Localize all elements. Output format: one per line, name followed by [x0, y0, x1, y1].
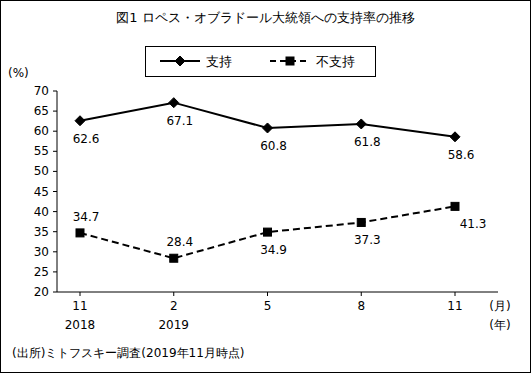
data-label: 37.3 — [354, 233, 381, 247]
y-tick-label: 45 — [34, 185, 49, 199]
data-label: 34.9 — [260, 243, 287, 257]
y-tick-label: 55 — [34, 144, 49, 158]
x-year-label: 2019 — [158, 318, 189, 332]
marker — [450, 132, 460, 142]
y-tick-label: 20 — [34, 285, 49, 299]
y-tick-label: 25 — [34, 265, 49, 279]
marker — [263, 123, 273, 133]
y-tick-label: 50 — [34, 164, 49, 178]
y-tick — [53, 111, 57, 112]
marker — [451, 202, 459, 210]
source-note: (出所)ミトフスキー調査(2019年11月時点) — [12, 346, 245, 360]
y-tick-label: 40 — [34, 205, 49, 219]
marker — [76, 229, 84, 237]
y-tick-label: 35 — [34, 225, 49, 239]
legend-box — [146, 47, 376, 77]
data-label: 62.6 — [73, 132, 100, 146]
year-axis-label: (年) — [489, 318, 510, 332]
x-tick — [361, 292, 362, 296]
x-axis-label: (月) — [489, 299, 510, 313]
y-tick-label: 70 — [34, 84, 49, 98]
y-tick — [53, 251, 57, 252]
data-label: 67.1 — [166, 114, 193, 128]
plot-area — [75, 98, 460, 263]
marker — [356, 119, 366, 129]
data-label: 61.8 — [354, 135, 381, 149]
data-label: 58.6 — [448, 148, 475, 162]
series-line — [80, 206, 455, 258]
x-tick — [455, 292, 456, 296]
x-tick — [267, 292, 268, 296]
x-tick-label: 5 — [264, 299, 272, 313]
x-year-label: 2018 — [65, 318, 96, 332]
y-tick-label: 30 — [34, 245, 49, 259]
marker — [286, 57, 294, 65]
chart: 図1 ロペス・オブラドール大統領への支持率の推移支持不支持(%)20253035… — [0, 0, 531, 373]
marker — [75, 116, 85, 126]
data-label: 28.4 — [166, 235, 193, 249]
marker — [169, 98, 179, 108]
marker — [264, 228, 272, 236]
y-tick — [53, 151, 57, 152]
y-tick-label: 65 — [34, 104, 49, 118]
title: 図1 ロペス・オブラドール大統領への支持率の推移 — [116, 10, 414, 25]
chart-border — [1, 1, 531, 373]
x-tick-label: 11 — [447, 299, 462, 313]
y-tick — [53, 171, 57, 172]
marker — [175, 56, 185, 66]
data-label: 34.7 — [73, 210, 100, 224]
y-tick — [53, 211, 57, 212]
legend: 支持 不支持 — [146, 47, 376, 77]
y-tick — [53, 271, 57, 272]
data-labels: 62.6 67.1 60.8 61.8 58.6 34.7 28.4 34.9 37.3 41.3 — [73, 114, 487, 257]
y-tick — [53, 191, 57, 192]
data-label: 60.8 — [260, 139, 287, 153]
y-tick — [53, 231, 57, 232]
y-tick — [53, 292, 57, 293]
y-axis-label: (%) — [8, 66, 29, 80]
x-tick — [173, 292, 174, 296]
y-tick-label: 60 — [34, 124, 49, 138]
series-line — [80, 103, 455, 137]
x-tick — [80, 292, 81, 296]
x-axis — [57, 292, 498, 293]
y-tick — [53, 131, 57, 132]
x-tick-label: 11 — [72, 299, 87, 313]
marker — [357, 218, 365, 226]
y-tick — [53, 91, 57, 92]
x-tick-label: 2 — [170, 299, 178, 313]
legend-label: 支持 — [206, 54, 232, 69]
x-tick-label: 8 — [357, 299, 365, 313]
legend-label: 不支持 — [316, 54, 355, 69]
data-label: 41.3 — [460, 217, 487, 231]
marker — [170, 254, 178, 262]
